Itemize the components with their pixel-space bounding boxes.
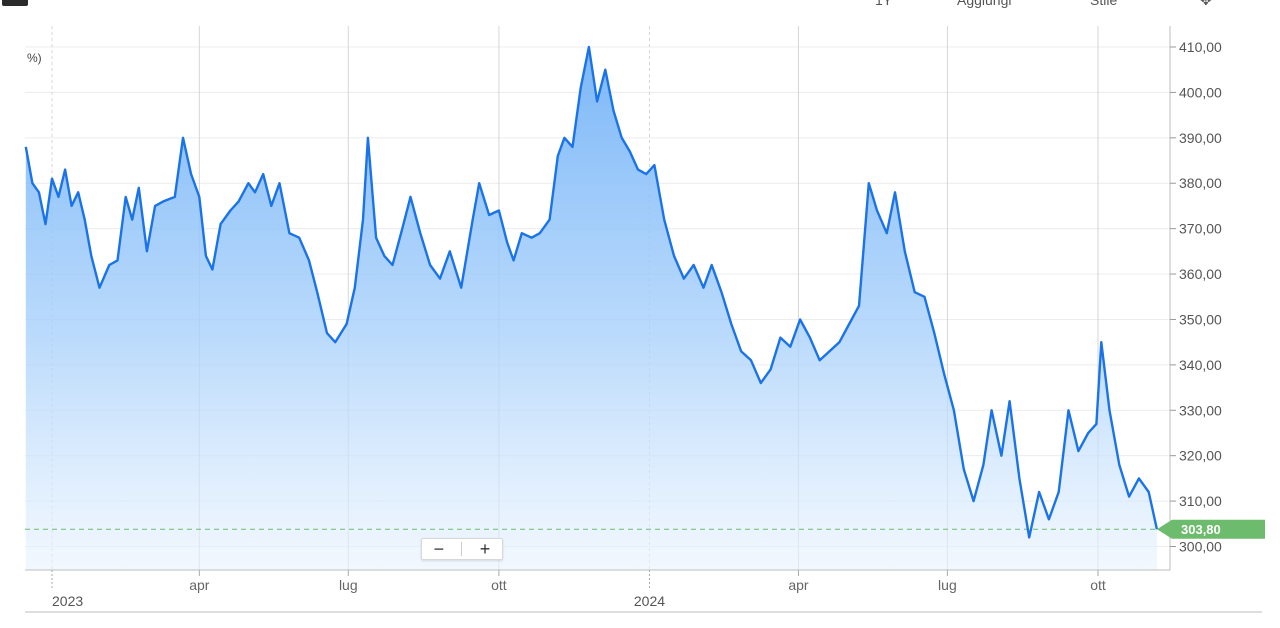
style-selector[interactable]: Stile — [1090, 0, 1118, 8]
y-axis-ticks: 300,00 310,00 320,00 330,00 340,00 350,00 360,… — [1170, 39, 1222, 555]
x-tick-label: ott — [1090, 577, 1106, 593]
x-axis-ticks: 2023 apr lug ott 2024 apr lug ott — [51, 570, 1106, 609]
chart-toolbar: 1Y Aggiungi Stile ✥ — [0, 0, 1280, 12]
menu-icon[interactable] — [2, 0, 28, 6]
y-tick-label: 400,00 — [1179, 84, 1222, 100]
y-tick-label: 330,00 — [1179, 402, 1222, 418]
settings-icon[interactable]: ✥ — [1200, 0, 1212, 8]
x-year-label: 2023 — [52, 593, 83, 609]
y-tick-label: 370,00 — [1179, 221, 1222, 237]
y-tick-label: 360,00 — [1179, 266, 1222, 282]
zoom-in-button[interactable]: + — [479, 539, 491, 559]
y-tick-label: 320,00 — [1179, 448, 1222, 464]
x-tick-label: apr — [189, 577, 210, 593]
y-tick-label: 350,00 — [1179, 311, 1222, 327]
y-tick-label: 410,00 — [1179, 39, 1222, 55]
add-indicator-button[interactable]: Aggiungi — [957, 0, 1012, 8]
x-tick-label: lug — [339, 577, 358, 593]
price-area — [25, 47, 1157, 570]
y-tick-label: 310,00 — [1179, 493, 1222, 509]
zoom-out-button[interactable]: − — [433, 539, 445, 559]
y-tick-label: 340,00 — [1179, 357, 1222, 373]
last-value-badge: 303,80 — [1157, 519, 1265, 539]
period-selector[interactable]: 1Y — [875, 0, 893, 8]
x-tick-label: ott — [491, 577, 507, 593]
x-year-label: 2024 — [634, 593, 665, 609]
y-tick-label: 390,00 — [1179, 130, 1222, 146]
zoom-controls: − + — [421, 538, 503, 560]
zoom-separator — [461, 542, 463, 556]
y-tick-label: 380,00 — [1179, 175, 1222, 191]
y-axis-label-fragment: %) — [27, 51, 42, 65]
y-tick-label: 300,00 — [1179, 539, 1222, 555]
x-tick-label: apr — [788, 577, 809, 593]
price-line — [24, 45, 1159, 539]
x-tick-label: lug — [938, 577, 957, 593]
last-value-badge-shape — [1157, 519, 1265, 539]
last-value-label: 303,80 — [1181, 522, 1221, 537]
